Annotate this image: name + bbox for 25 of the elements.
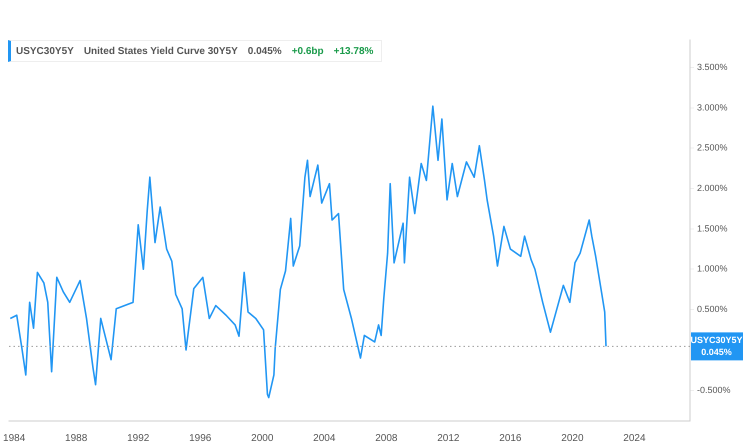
annotation: 0.045% [248,46,282,56]
y-tick-label: 2.000% [697,183,728,194]
x-tick-label: 2004 [313,432,336,444]
y-tick-label: 3.000% [697,102,728,112]
x-tick-label: 1992 [127,432,150,444]
text: United States Yield Curve 30Y5Y [84,46,238,56]
y-tick-label: 3.500% [697,62,728,72]
x-tick-label: 2008 [375,432,398,444]
x-tick-label: 1988 [65,432,88,444]
x-tick-label: 2024 [623,432,646,444]
x-tick-label: 2020 [561,432,584,444]
y-tick-label: 1.000% [697,264,728,274]
y-tick-label: 0.500% [697,304,728,314]
x-tick-label: 2016 [499,432,522,444]
x-tick-label: 1984 [3,432,26,444]
x-tick-label: 2012 [437,432,460,444]
annotation: +13.78% [334,46,374,56]
y-tick-label: -0.500% [697,384,731,395]
annotation: +0.6bp [292,46,324,56]
x-tick-label: 1996 [189,432,212,444]
text: USYC30Y5Y [16,46,74,56]
x-tick-label: 2000 [251,432,274,444]
y-tick-label: 2.500% [697,142,728,153]
ref-line-label: USYC30Y5Y 0.045% [690,334,743,357]
y-tick-label: 1.500% [697,223,728,234]
